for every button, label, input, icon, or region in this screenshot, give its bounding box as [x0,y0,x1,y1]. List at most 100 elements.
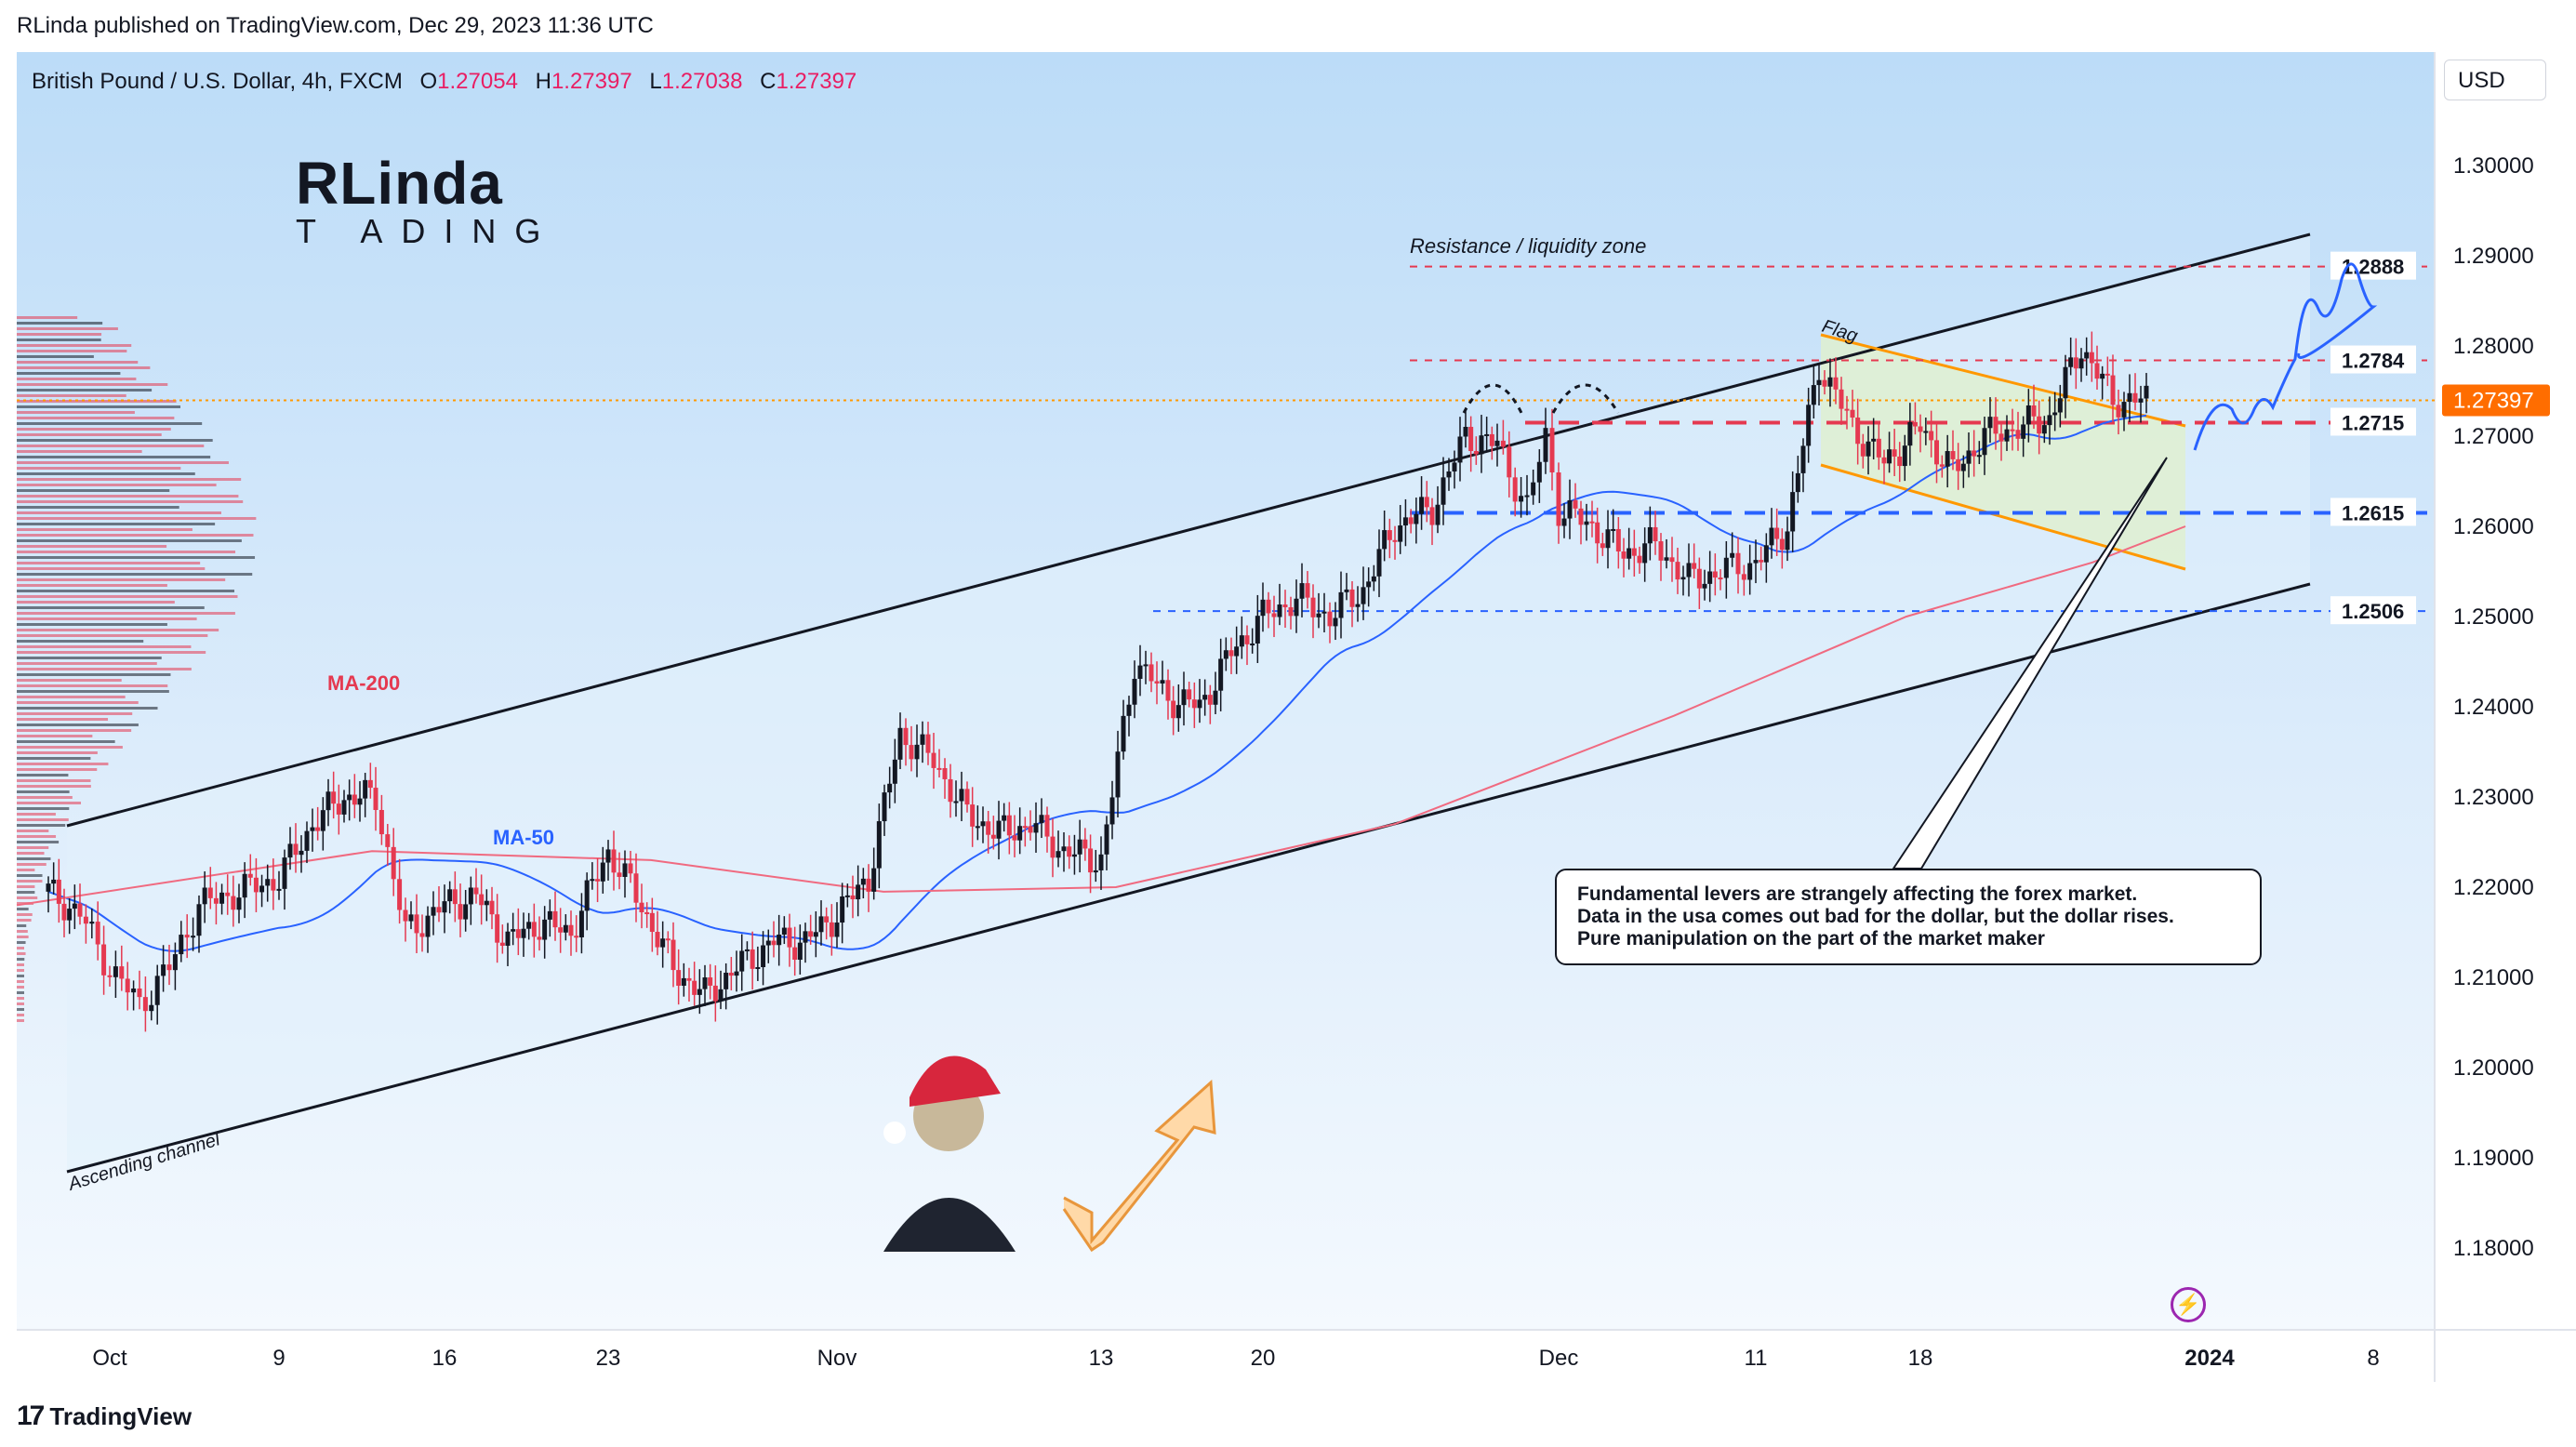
volume-bar [17,869,35,871]
volume-bar [17,645,192,648]
volume-bar [17,584,167,587]
candle-body [718,989,724,1002]
volume-bar [17,450,142,453]
candle-body [2132,392,2138,403]
candle-body [397,879,403,910]
candle-body [1349,589,1355,607]
volume-bar [17,595,238,598]
volume-bar [17,551,236,553]
high-label: H [535,69,551,94]
ma200-label: MA-200 [327,671,400,695]
candle-body [2037,416,2042,434]
volume-bar [17,846,49,849]
candle-body [942,767,948,779]
price-axis[interactable]: 1.30000 1.29000 1.28000 1.27000 1.26000 1.250… [2442,153,2550,1261]
candle-body [1702,583,1707,589]
footer-brand[interactable]: 17 TradingView [17,1401,192,1432]
volume-bar [17,751,98,754]
level-label-bg [2330,498,2416,526]
candle-body [320,810,325,831]
channel-lower-line [66,582,2311,1174]
candle-body [1077,839,1082,855]
candle-body [1382,530,1388,550]
candle-body [1266,599,1271,614]
x-tick-label: 13 [1089,1346,1114,1371]
candle-body [1876,438,1881,458]
candle-body [336,803,341,815]
candle-body [1050,836,1056,858]
moving-averages [16,414,2186,952]
volume-bar [17,601,175,604]
volume-bar [17,986,24,989]
candle-body [1067,846,1072,857]
candle-body [1361,587,1366,604]
candle-body [125,978,130,993]
current-price-badge [2442,384,2550,417]
candle-body [431,907,436,916]
volume-bar [17,327,118,330]
candle-body [639,902,644,913]
candle-body [1993,417,1998,434]
candle-body [2100,373,2105,379]
candle-body [622,863,628,877]
volume-bar [17,712,133,715]
candle-body [511,929,516,932]
volume-bar [17,936,29,938]
candle-body [107,975,113,977]
candle-body [131,988,137,993]
candle-body [734,971,739,976]
candle-body [83,916,88,924]
candle-body [1181,689,1187,706]
candle-body [231,896,236,910]
candle-body [1595,522,1600,544]
y-tick-label: 1.29000 [2453,244,2534,269]
volume-bar [17,383,168,386]
candle-body [1207,695,1213,705]
volume-bar [17,707,158,710]
candle-body [1121,715,1126,752]
candle-body [558,927,564,933]
candle-body [1934,440,1939,465]
y-tick-label: 1.26000 [2453,514,2534,539]
fundamental-note: Fundamental levers are strangely affecti… [1555,869,2262,965]
volume-bar [17,439,213,442]
candle-body [744,949,750,951]
candle-body [1839,389,1844,409]
candle-body [67,909,73,921]
volume-bar [17,428,171,431]
candle-body [1082,839,1088,849]
time-axis[interactable]: Oct 9 16 23 Nov 13 20 Dec 11 18 2024 8 [92,1346,2379,1371]
candle-body [1956,458,1961,471]
candle-body [142,997,148,1012]
candle-body [1061,846,1067,852]
volume-bar [17,634,208,637]
candle-body [1785,531,1790,551]
candle-body [526,922,532,929]
candle-body [1392,539,1398,542]
candle-body [1881,457,1887,464]
volume-bar [17,718,109,721]
level-label: 1.2506 [2342,600,2404,623]
currency-button[interactable]: USD [2444,60,2546,100]
candle-body [813,932,818,937]
candle-body [1892,449,1897,457]
candle-body [2121,402,2127,418]
candle-body [2052,412,2058,416]
symbol-legend[interactable]: British Pound / U.S. Dollar, 4h, FXCM O1… [32,69,856,95]
candle-body [1987,417,1993,429]
candle-body [876,821,882,869]
candle-body [660,938,666,948]
lightning-icon[interactable]: ⚡ [2171,1287,2206,1322]
candle-body [605,849,611,863]
volume-bar [17,1008,24,1011]
candle-body [1897,456,1903,467]
note-line-2: Data in the usa comes out bad for the do… [1577,906,2174,927]
volume-bar [17,355,94,358]
candle-body [1647,526,1653,544]
volume-bar [17,489,170,492]
candle-body [1918,426,1923,432]
candle-body [1473,450,1479,455]
candle-body [1429,507,1435,525]
candle-body [970,804,976,827]
